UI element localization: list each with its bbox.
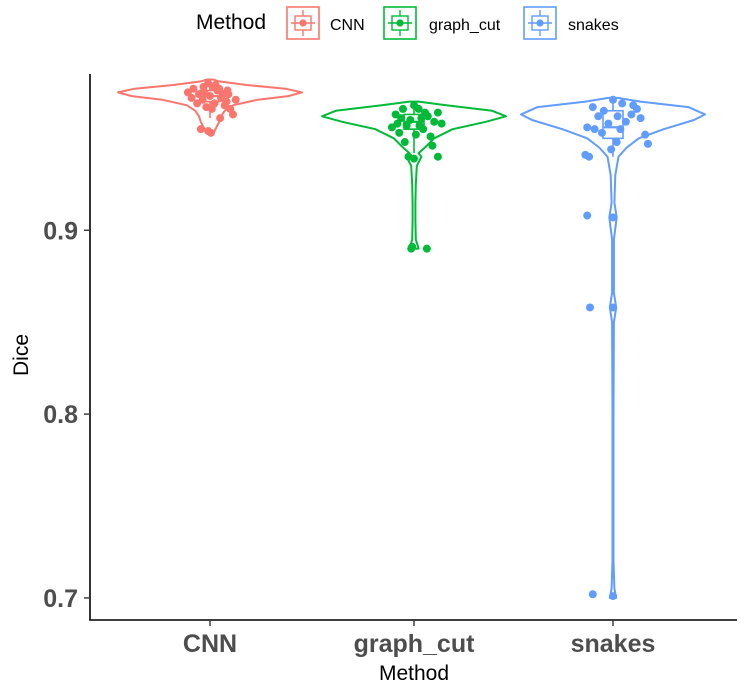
legend-key-box	[523, 6, 557, 40]
data-point	[599, 106, 608, 115]
data-point	[590, 125, 599, 134]
data-point	[641, 130, 650, 139]
data-point	[415, 121, 424, 130]
data-point	[206, 128, 215, 137]
legend-key-cnn	[286, 6, 320, 40]
legend-title: Method	[196, 11, 266, 34]
y-tick-label: 0.7	[43, 585, 78, 613]
data-point	[193, 99, 202, 108]
data-point	[588, 590, 597, 599]
data-point	[206, 92, 214, 101]
legend-label-cnn: CNN	[330, 17, 365, 34]
data-point	[199, 82, 208, 91]
data-point	[211, 81, 220, 90]
violin-group-snakes	[520, 95, 706, 601]
data-point	[410, 101, 418, 110]
data-point	[607, 145, 616, 154]
legend-key-point	[396, 19, 404, 27]
y-tick-label: 0.9	[43, 217, 78, 245]
data-point	[609, 213, 617, 222]
data-point	[597, 128, 606, 137]
data-point	[629, 101, 638, 110]
data-point	[231, 95, 240, 104]
data-point	[196, 125, 205, 134]
data-point	[586, 303, 594, 312]
data-point	[585, 152, 594, 161]
legend-entry-snakes: snakes	[523, 6, 619, 40]
data-point	[433, 108, 442, 117]
data-point	[398, 104, 407, 113]
data-point	[594, 112, 603, 121]
data-point	[627, 110, 636, 119]
data-point	[422, 244, 431, 253]
x-tick-label: graph_cut	[354, 630, 476, 658]
data-point	[433, 152, 442, 161]
data-point	[407, 244, 416, 253]
data-point	[583, 123, 592, 132]
x-axis-title: Method	[379, 662, 449, 685]
data-point	[583, 211, 592, 220]
legend-key-point	[536, 19, 544, 27]
data-point	[229, 110, 237, 119]
legend-key-point	[299, 19, 307, 27]
data-point	[411, 130, 420, 139]
data-point	[202, 103, 211, 112]
x-tick-label: CNN	[183, 630, 237, 658]
violin-graph-cut	[321, 100, 507, 250]
legend-key-snakes	[523, 6, 557, 40]
plot-area	[117, 78, 706, 601]
legend-entry-graph-cut: graph_cut	[383, 6, 501, 40]
data-point	[616, 125, 625, 134]
data-point	[220, 101, 229, 110]
violin-snakes	[520, 96, 706, 599]
data-point	[393, 119, 402, 128]
data-point	[609, 303, 617, 312]
legend-label-snakes: snakes	[568, 17, 619, 34]
x-axis-ticks: CNN graph_cut snakes	[183, 620, 655, 658]
data-point	[636, 114, 645, 123]
data-point	[426, 132, 435, 141]
violin-group-cnn	[117, 78, 303, 137]
data-point	[216, 114, 225, 123]
data-point	[391, 110, 400, 119]
data-point	[406, 115, 415, 124]
y-axis-title: Dice	[10, 334, 33, 376]
data-point	[643, 139, 652, 148]
legend-key-box	[286, 6, 320, 40]
data-point	[400, 138, 409, 147]
data-point	[612, 138, 621, 147]
data-point	[618, 99, 627, 108]
legend: Method CNN graph_cut snakes	[196, 6, 619, 40]
data-point	[609, 95, 617, 104]
y-axis-ticks: 0.7 0.8 0.9	[43, 217, 90, 613]
data-point	[410, 154, 418, 163]
data-point	[604, 119, 613, 128]
data-point	[588, 103, 597, 112]
data-point	[223, 86, 232, 95]
data-point	[437, 119, 446, 128]
data-point	[430, 117, 439, 126]
legend-key-graph-cut	[383, 6, 417, 40]
violin-group-graph-cut	[321, 100, 507, 253]
data-point	[428, 141, 437, 150]
x-tick-label: snakes	[571, 630, 656, 658]
legend-entry-cnn: CNN	[286, 6, 365, 40]
data-point	[609, 592, 617, 601]
data-point	[395, 128, 404, 137]
data-point	[421, 108, 430, 117]
data-point	[621, 117, 630, 126]
y-tick-label: 0.8	[43, 401, 78, 429]
legend-label-graph-cut: graph_cut	[429, 17, 501, 34]
legend-key-box	[383, 6, 417, 40]
data-point	[187, 93, 196, 102]
data-point	[613, 112, 622, 121]
